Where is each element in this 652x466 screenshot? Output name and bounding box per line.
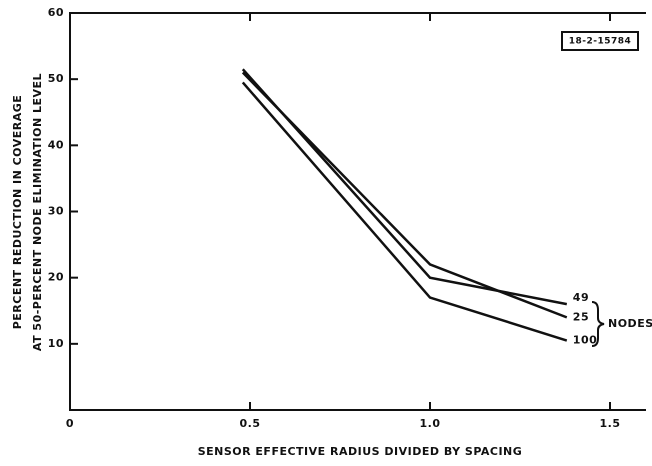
annotation-box — [561, 31, 639, 51]
series-line — [241, 68, 568, 306]
y-axis-label: AT 50-PERCENT NODE ELIMINATION LEVEL — [31, 73, 44, 351]
annotation: NODES — [608, 317, 652, 330]
x-tick-label: 0.5 — [240, 417, 261, 430]
series-line — [241, 71, 568, 319]
y-axis-label: PERCENT REDUCTION IN COVERAGE — [11, 95, 24, 330]
axes — [69, 12, 646, 411]
brace — [591, 301, 605, 347]
x-tick-label: 1.5 — [600, 417, 621, 430]
y-tick-label: 60 — [48, 6, 64, 19]
legend-label: 25 — [573, 310, 589, 323]
annotation: 18-2-15784 — [569, 37, 632, 47]
y-tick-label: 40 — [48, 138, 64, 151]
x-tick-label: 0 — [66, 417, 74, 430]
x-tick-label: 1.0 — [420, 417, 441, 430]
legend-label: 49 — [573, 291, 589, 304]
y-tick-label: 50 — [48, 72, 64, 85]
x-axis-label: SENSOR EFFECTIVE RADIUS DIVIDED BY SPACI… — [198, 445, 523, 458]
legend-label: 100 — [573, 334, 597, 347]
y-tick-label: 10 — [48, 337, 64, 350]
y-tick-label: 30 — [48, 205, 64, 218]
series-line — [241, 81, 568, 342]
y-tick-label: 20 — [48, 271, 64, 284]
